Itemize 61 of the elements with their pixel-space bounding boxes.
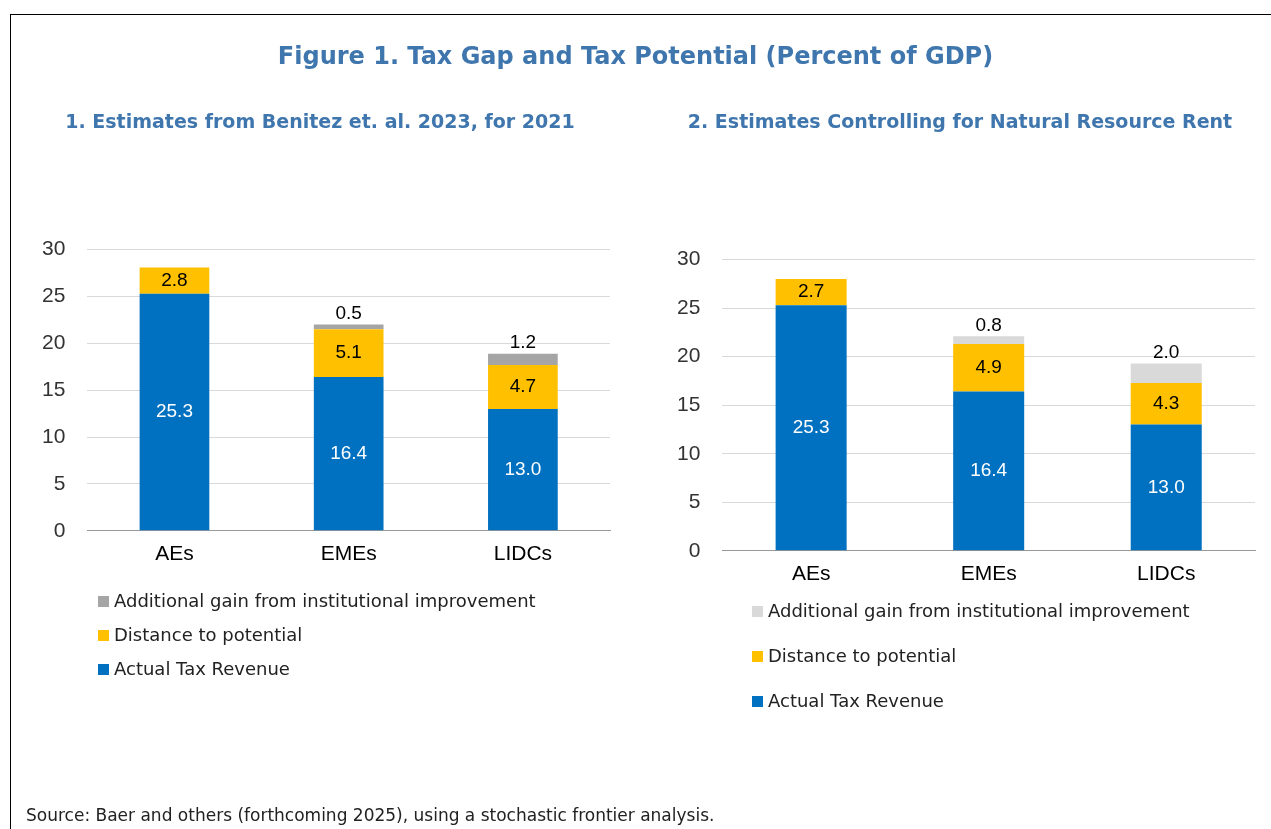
y-tick-label: 25 [677,294,701,318]
y-tick-label: 20 [677,343,701,367]
legend-label: Actual Tax Revenue [113,658,291,681]
y-tick-label: 10 [42,423,66,447]
x-tick-label: LIDCs [1137,561,1196,585]
legend-label: Additional gain from institutional improvement [767,600,1190,623]
y-tick-label: 20 [42,330,66,354]
legend-label: Distance to potential [113,624,304,647]
data-label: 13.0 [504,457,542,479]
bar [313,377,384,531]
x-tick-label: EMEs [960,561,1017,585]
y-tick-label: 30 [677,246,701,270]
bar [775,279,847,306]
data-label: 16.4 [330,441,368,463]
x-tick-label: EMEs [320,541,377,565]
bar [953,336,1025,345]
y-tick-label: 15 [42,377,66,400]
data-label: 5.1 [335,341,362,363]
data-label: 13.0 [1147,475,1185,497]
legend-label: Distance to potential [767,645,958,668]
chart-subtitle: 1. Estimates from Benitez et. al. 2023, for 2021 [64,110,576,132]
y-tick-label: 0 [53,517,66,541]
y-tick-label: 5 [688,489,701,513]
chart-subtitle: 2. Estimates Controlling for Natural Resource Rent [686,110,1234,132]
data-label: 1.2 [509,331,537,353]
data-label: 2.0 [1153,341,1180,363]
bar [488,353,558,365]
source-note: Source: Baer and others (forthcoming 2025), using a stochastic frontier analysis. [26,805,715,825]
y-tick-label: 0 [688,537,701,561]
y-tick-label: 10 [677,440,701,464]
data-label: 4.3 [1153,391,1180,413]
data-label: 25.3 [155,400,193,422]
data-label: 0.8 [975,314,1002,336]
bar [1130,382,1202,425]
data-label: 4.7 [509,375,537,397]
bar [1130,363,1202,383]
bar [139,267,210,294]
y-tick-label: 25 [42,283,66,307]
data-label: 25.3 [792,416,830,437]
data-label: 4.9 [975,356,1002,378]
legend-label: Actual Tax Revenue [767,690,945,713]
bar [775,305,847,551]
bar [1130,424,1202,551]
data-label: 2.8 [161,268,188,290]
y-tick-label: 5 [53,470,66,494]
bar [488,408,558,531]
legend-label: Additional gain from institutional improvement [113,590,536,613]
data-label: 16.4 [970,459,1008,481]
x-tick-label: AEs [155,541,194,565]
x-tick-label: AEs [791,561,831,585]
bar [488,364,558,409]
bar [313,329,384,378]
data-label: 0.5 [335,302,362,324]
x-tick-label: LIDCs [493,541,553,565]
chart-title: Figure 1. Tax Gap and Tax Potential (Percent of GDP) [276,42,995,70]
y-tick-label: 15 [677,392,701,415]
bar [953,391,1025,551]
bar [139,293,210,531]
bar [953,344,1025,392]
y-tick-label: 30 [42,236,66,260]
data-label: 2.7 [797,280,825,302]
